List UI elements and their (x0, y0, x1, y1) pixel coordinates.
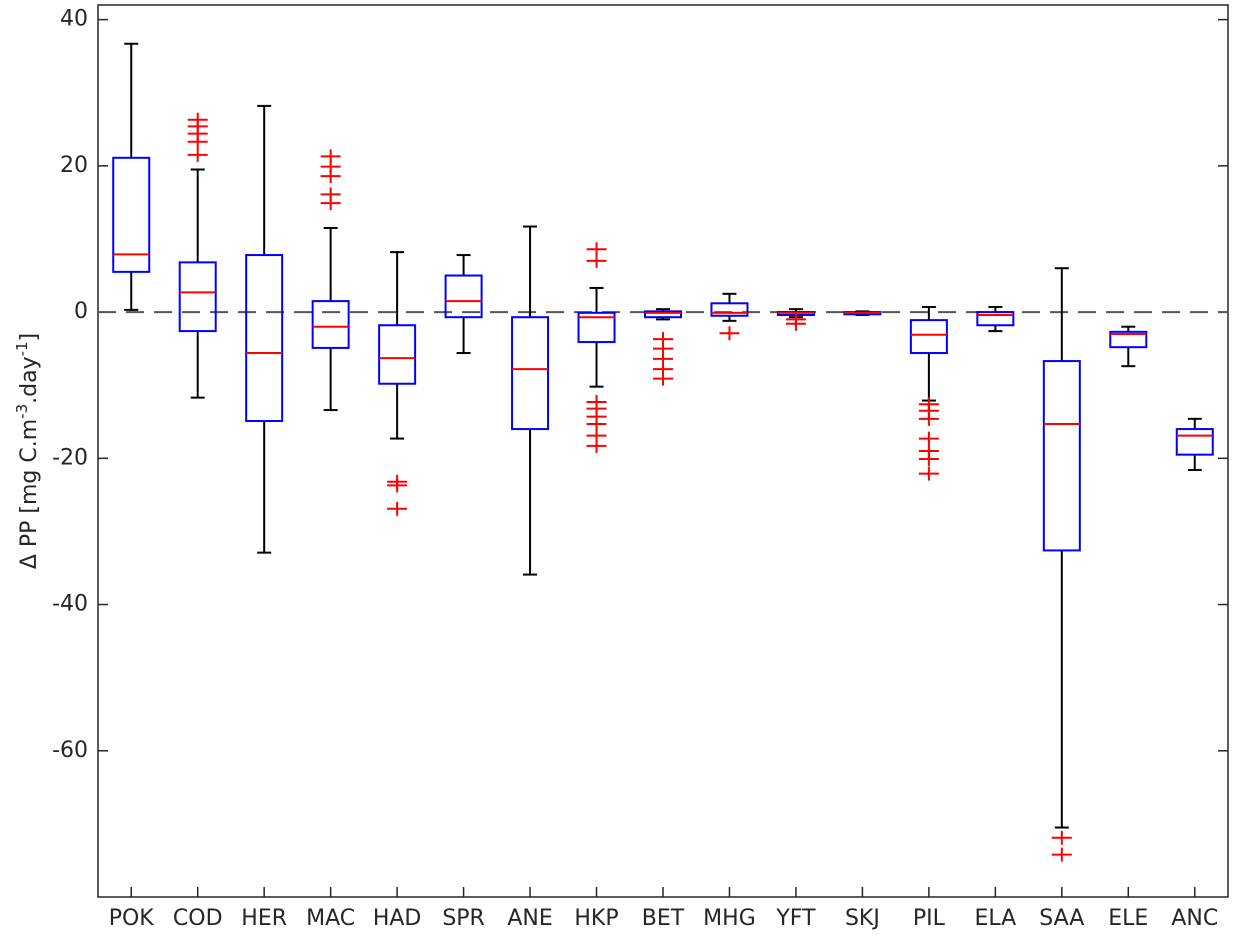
outlier (187, 147, 208, 162)
x-tick-label: COD (173, 906, 223, 931)
outlier (719, 326, 740, 341)
x-tick-label: ELE (1108, 906, 1148, 931)
x-tick-label: MAC (306, 906, 355, 931)
box (378, 324, 417, 385)
y-tick-label: -40 (52, 592, 88, 617)
y-tick-label: -60 (52, 738, 88, 763)
x-tick-label: SAA (1039, 906, 1084, 931)
box (710, 302, 749, 317)
y-tick-label: 0 (74, 299, 88, 324)
outlier (320, 196, 341, 211)
box (112, 156, 151, 273)
x-tick-label: SKJ (845, 906, 880, 931)
box (909, 319, 948, 355)
outlier (387, 478, 408, 493)
outlier (918, 411, 939, 426)
y-label-text: .day (17, 356, 42, 403)
y-label-text: Δ PP [mg C.m (17, 419, 42, 569)
box (976, 311, 1015, 327)
x-tick-label: ELA (974, 906, 1016, 931)
outlier (387, 501, 408, 516)
y-tick-label: 20 (60, 153, 88, 178)
y-label-text: ] (17, 333, 42, 342)
x-tick-label: MHG (703, 906, 756, 931)
box (1109, 330, 1148, 349)
box (1175, 428, 1214, 456)
x-tick-label: YFT (775, 906, 816, 931)
plot-frame (97, 4, 1229, 898)
box (245, 254, 284, 423)
x-tick-label: SPR (442, 906, 485, 931)
outlier (785, 316, 806, 331)
outlier (918, 452, 939, 467)
outlier (586, 253, 607, 268)
y-tick-label: -20 (52, 445, 88, 470)
outlier (586, 416, 607, 431)
box (311, 300, 350, 349)
y-tick-label: 40 (60, 7, 88, 32)
outlier (586, 438, 607, 453)
x-tick-label: ANE (507, 906, 552, 931)
x-tick-label: HAD (373, 906, 422, 931)
outlier (1051, 830, 1072, 845)
box (1042, 360, 1081, 552)
outlier (918, 466, 939, 481)
outlier (653, 371, 673, 386)
x-tick-label: BET (642, 906, 685, 931)
box (644, 310, 682, 319)
y-axis-label: Δ PP [mg C.m-3.day-1] (13, 333, 43, 569)
box (178, 261, 217, 333)
x-tick-label: ANC (1171, 906, 1218, 931)
x-tick-label: POK (109, 906, 155, 931)
box (444, 274, 483, 319)
x-tick-label: PIL (913, 906, 946, 931)
y-label-sup: -1 (13, 341, 31, 356)
y-label-sup: -3 (13, 404, 31, 419)
outlier (320, 169, 341, 184)
outlier (586, 242, 607, 257)
box (577, 311, 616, 344)
x-tick-label: HKP (574, 906, 618, 931)
outlier (187, 134, 208, 149)
outlier (918, 431, 939, 446)
box (511, 316, 550, 431)
x-tick-label: HER (241, 906, 287, 931)
outlier (1051, 847, 1072, 862)
